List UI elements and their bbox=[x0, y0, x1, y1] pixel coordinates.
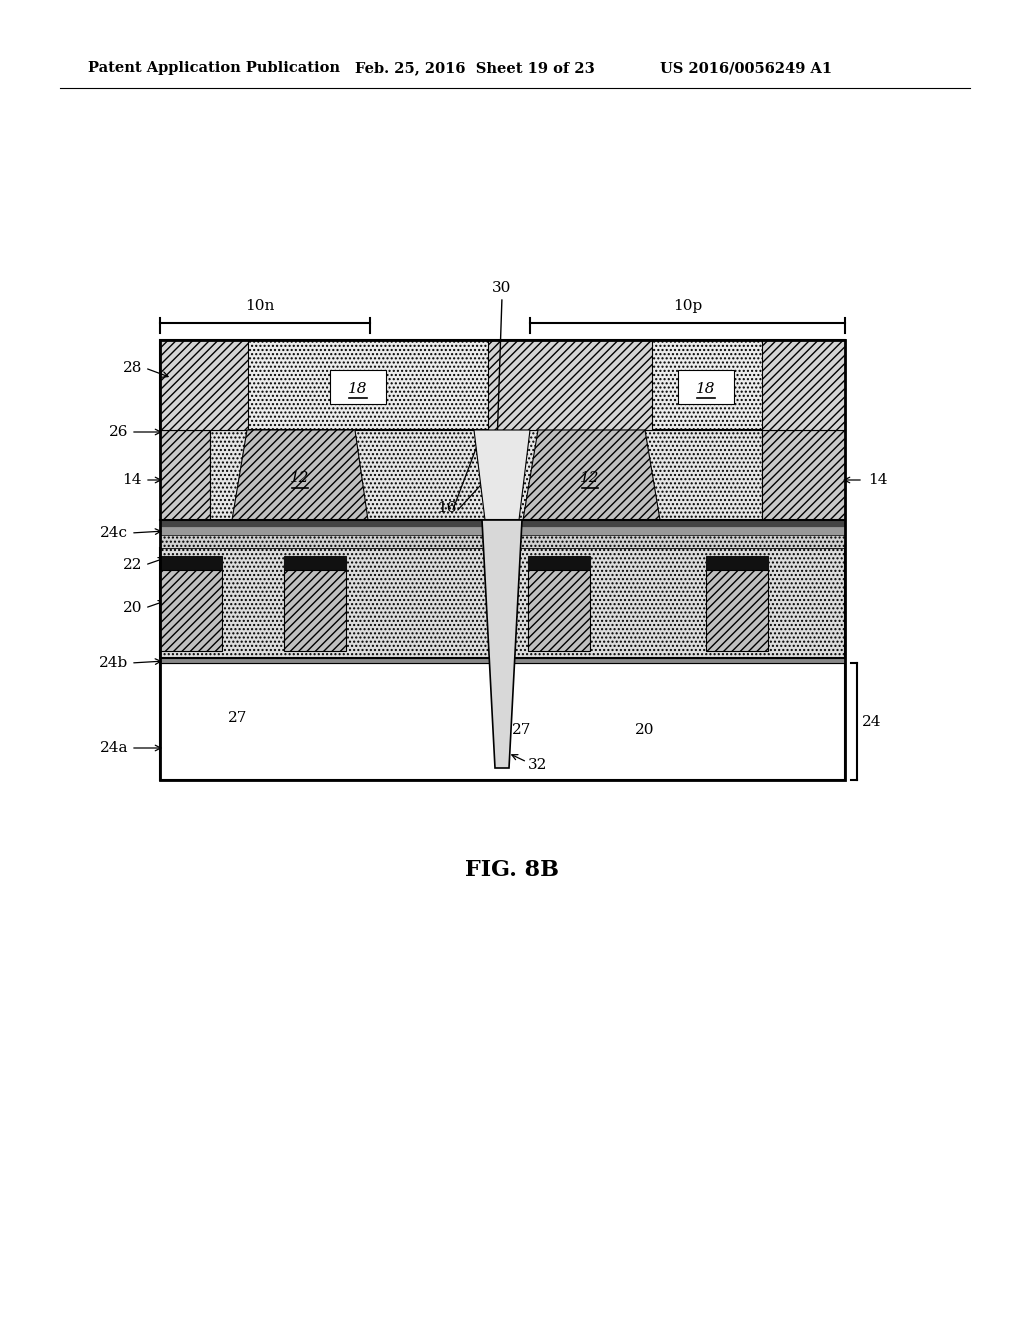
Text: 30: 30 bbox=[493, 281, 512, 294]
Text: 24a: 24a bbox=[99, 741, 128, 755]
Bar bbox=[160, 548, 845, 657]
Bar bbox=[488, 341, 652, 430]
Bar bbox=[762, 430, 845, 520]
Bar bbox=[528, 570, 590, 651]
Bar bbox=[160, 430, 210, 520]
Bar bbox=[210, 430, 488, 520]
Text: 22: 22 bbox=[123, 558, 142, 572]
Bar bbox=[160, 527, 845, 535]
Bar bbox=[528, 556, 590, 570]
Text: 18: 18 bbox=[348, 381, 368, 396]
Text: 27: 27 bbox=[512, 723, 531, 737]
Text: 10p: 10p bbox=[674, 300, 702, 313]
Text: 10n: 10n bbox=[246, 300, 274, 313]
Polygon shape bbox=[474, 430, 530, 520]
Bar bbox=[284, 556, 346, 570]
Bar bbox=[330, 370, 386, 404]
Bar bbox=[678, 370, 734, 404]
Polygon shape bbox=[232, 430, 368, 520]
Bar bbox=[160, 535, 845, 548]
Bar bbox=[284, 570, 346, 651]
Text: 14: 14 bbox=[868, 473, 888, 487]
Polygon shape bbox=[523, 430, 660, 520]
Bar bbox=[160, 341, 248, 430]
Bar bbox=[160, 663, 845, 780]
Bar bbox=[160, 341, 845, 430]
Bar bbox=[762, 341, 845, 430]
Text: Feb. 25, 2016  Sheet 19 of 23: Feb. 25, 2016 Sheet 19 of 23 bbox=[355, 61, 595, 75]
Bar bbox=[160, 341, 845, 780]
Text: 28: 28 bbox=[123, 360, 142, 375]
Text: US 2016/0056249 A1: US 2016/0056249 A1 bbox=[660, 61, 833, 75]
Text: 20: 20 bbox=[123, 601, 142, 615]
Text: 24b: 24b bbox=[98, 656, 128, 671]
Bar bbox=[160, 570, 222, 651]
Text: Patent Application Publication: Patent Application Publication bbox=[88, 61, 340, 75]
Text: 26: 26 bbox=[109, 425, 128, 440]
Text: 24: 24 bbox=[862, 714, 882, 729]
Text: 14: 14 bbox=[123, 473, 142, 487]
Text: 20: 20 bbox=[635, 723, 654, 737]
Text: 12: 12 bbox=[290, 471, 309, 484]
Text: 32: 32 bbox=[528, 758, 548, 772]
Bar bbox=[160, 520, 845, 527]
Text: 12: 12 bbox=[581, 471, 600, 484]
Text: FIG. 8B: FIG. 8B bbox=[465, 859, 559, 880]
Text: 16: 16 bbox=[437, 502, 457, 515]
Text: 18: 18 bbox=[696, 381, 716, 396]
Bar bbox=[706, 556, 768, 570]
Bar bbox=[160, 556, 222, 570]
Text: 24c: 24c bbox=[100, 525, 128, 540]
Bar bbox=[512, 430, 762, 520]
Bar bbox=[160, 657, 845, 663]
Bar bbox=[706, 570, 768, 651]
Text: 27: 27 bbox=[228, 711, 248, 725]
Polygon shape bbox=[482, 520, 522, 768]
